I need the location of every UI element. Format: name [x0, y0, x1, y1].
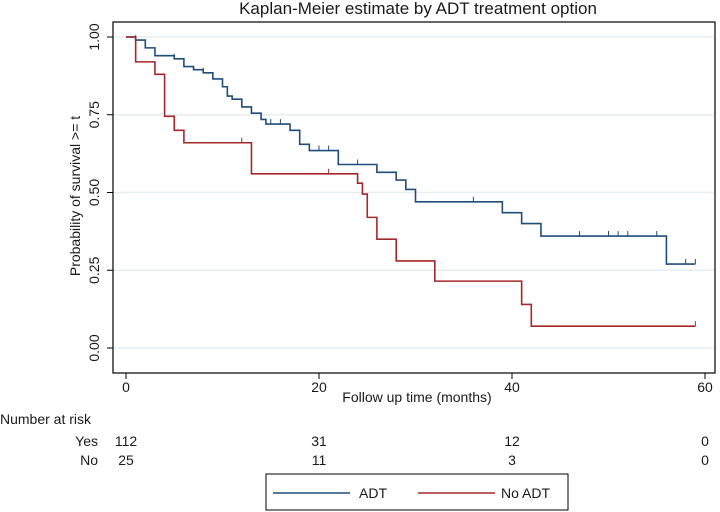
x-tick-label: 60 — [697, 379, 713, 395]
series-line-no-adt — [126, 36, 696, 328]
x-tick-label: 20 — [311, 379, 327, 395]
y-tick-label: 0.75 — [86, 101, 102, 128]
risk-table-heading: Number at risk — [0, 411, 92, 427]
y-tick-label: 0.25 — [86, 256, 102, 283]
risk-count: 3 — [508, 452, 516, 468]
y-axis: 0.00 0.25 0.50 0.75 1.00 — [86, 23, 113, 362]
x-tick-label: 40 — [504, 379, 520, 395]
risk-count: 31 — [311, 433, 327, 449]
survival-curves — [126, 35, 696, 328]
risk-count: 0 — [701, 433, 709, 449]
x-tick-label: 0 — [122, 379, 130, 395]
chart-title: Kaplan-Meier estimate by ADT treatment o… — [239, 0, 597, 18]
legend-box — [265, 473, 569, 511]
risk-row-label: Yes — [75, 433, 98, 449]
risk-count: 0 — [701, 452, 709, 468]
risk-count: 25 — [118, 452, 134, 468]
risk-count: 12 — [504, 433, 520, 449]
series-line-adt — [126, 36, 696, 265]
y-tick-label: 1.00 — [86, 23, 102, 50]
risk-count: 112 — [115, 433, 138, 449]
legend: ADT No ADT — [265, 473, 569, 511]
legend-label-no-adt: No ADT — [501, 485, 550, 501]
risk-table: Number at risk Yes No 112 31 12 0 25 11 3 0 — [0, 411, 709, 468]
gridlines — [114, 36, 714, 349]
y-tick-label: 0.00 — [86, 334, 102, 361]
y-tick-label: 0.50 — [86, 179, 102, 206]
y-axis-label: Probability of survival >= t — [67, 116, 83, 276]
legend-label-adt: ADT — [359, 485, 387, 501]
plot-area — [112, 21, 716, 374]
x-axis-label: Follow up time (months) — [342, 389, 491, 405]
risk-count: 11 — [312, 452, 327, 468]
x-axis: 0 20 40 60 — [122, 373, 713, 395]
risk-row-label: No — [80, 452, 98, 468]
